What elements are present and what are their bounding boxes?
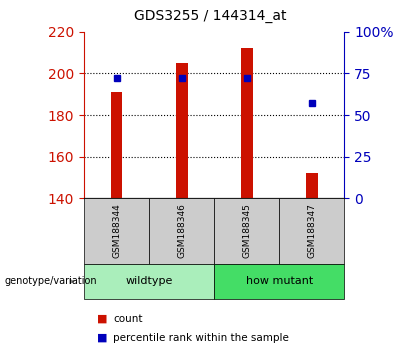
Text: GSM188345: GSM188345 [242,204,251,258]
Text: percentile rank within the sample: percentile rank within the sample [113,333,289,343]
Text: GSM188347: GSM188347 [307,204,316,258]
Text: GSM188344: GSM188344 [112,204,121,258]
Text: wildtype: wildtype [126,276,173,286]
Bar [241,48,252,198]
Bar [306,173,318,198]
Text: GDS3255 / 144314_at: GDS3255 / 144314_at [134,9,286,23]
Text: ■: ■ [97,314,107,324]
Text: ■: ■ [97,333,107,343]
Text: genotype/variation: genotype/variation [4,276,97,286]
Bar [176,63,187,198]
Text: count: count [113,314,143,324]
Text: GSM188346: GSM188346 [177,204,186,258]
Bar [111,92,122,198]
Text: how mutant: how mutant [246,276,313,286]
